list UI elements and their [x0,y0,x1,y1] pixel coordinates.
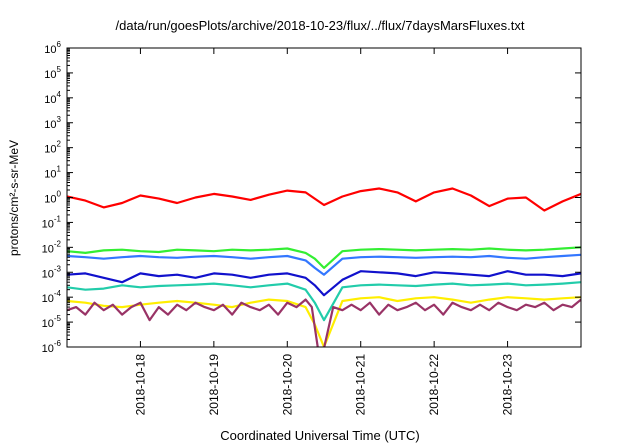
y-tick-label: 10-6 [42,339,62,355]
x-tick-label: 2018-10-22 [427,354,441,416]
x-tick-label: 2018-10-21 [354,354,368,416]
plot-frame [66,47,582,348]
series-line-2 [67,246,581,269]
series-line-1 [67,187,581,212]
y-tick-label: 10-2 [42,239,62,255]
x-tick-label: 2018-10-19 [207,354,221,416]
y-tick-label: 102 [44,140,61,156]
series-line-4 [67,270,581,297]
series-layer [67,187,581,347]
y-tick-label: 103 [44,115,61,131]
y-tick-label: 105 [44,65,61,81]
y-tick-label: 106 [44,40,61,56]
x-tick-label: 2018-10-20 [280,354,294,416]
x-axis-label: Coordinated Universal Time (UTC) [220,428,420,443]
chart-title: /data/run/goesPlots/archive/2018-10-23/f… [115,18,525,33]
y-tick-label: 10-4 [42,289,62,305]
y-tick-label: 104 [44,90,61,106]
y-tick-label: 10-1 [42,214,62,230]
y-tick-label: 100 [44,190,61,206]
x-tick-label: 2018-10-23 [501,354,515,416]
x-tick-label: 2018-10-18 [133,354,147,416]
axes-layer: 10-6 10-5 10-4 10-3 10-2 10-1 100 101 102 103 104 1… [42,40,582,416]
series-line-3 [67,253,581,276]
y-tick-label: 10-5 [42,314,62,330]
series-line-5 [67,281,581,322]
y-tick-label: 10-3 [42,264,62,280]
series-line-7 [67,298,581,347]
y-tick-label: 101 [44,165,61,181]
series-line-6 [67,296,581,347]
